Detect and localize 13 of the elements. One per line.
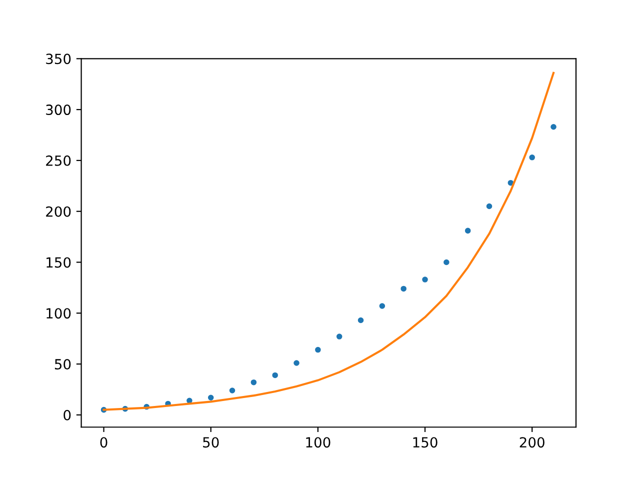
y-tick-label: 50 [54, 358, 71, 370]
y-tick-label: 350 [46, 54, 71, 64]
y-tick-label: 100 [46, 308, 71, 319]
y-tick-label: 300 [46, 104, 71, 116]
x-tick-label: 0 [100, 437, 108, 448]
x-tick-label: 200 [520, 437, 544, 448]
x-tick-label: 100 [306, 437, 330, 448]
y-tick-label: 0 [64, 410, 71, 420]
y-tick-label: 150 [46, 257, 71, 268]
x-tick-label: 50 [203, 437, 219, 448]
y-tick-label: 200 [46, 206, 71, 217]
y-tick-label: 250 [46, 155, 71, 166]
x-tick-label: 150 [413, 437, 438, 448]
